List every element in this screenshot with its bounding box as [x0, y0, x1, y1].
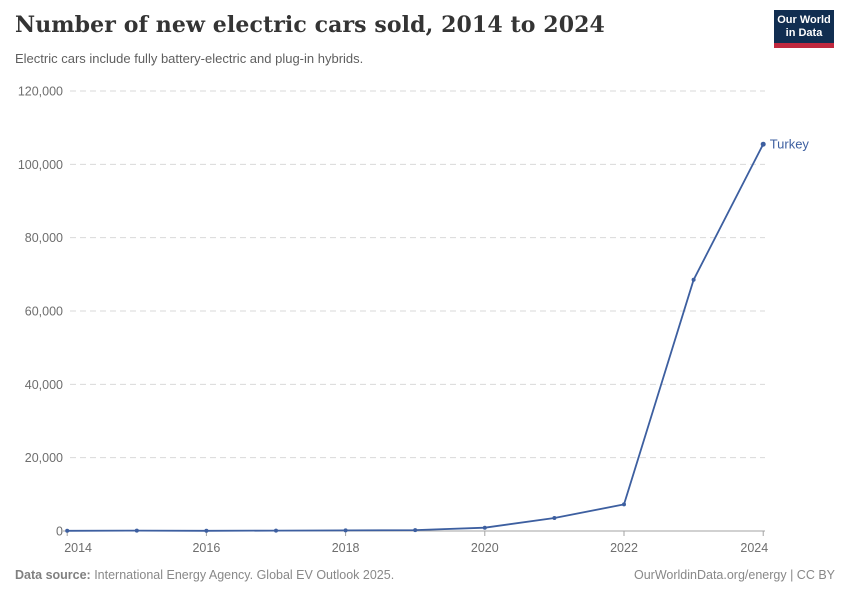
- series-label-turkey: Turkey: [770, 137, 810, 152]
- chart-footer: Data source: International Energy Agency…: [15, 568, 835, 582]
- y-axis-label: 80,000: [25, 231, 63, 245]
- y-axis-label: 120,000: [18, 85, 63, 99]
- data-point: [204, 528, 209, 533]
- y-axis-label: 100,000: [18, 158, 63, 172]
- x-axis-label: 2020: [471, 541, 499, 555]
- owid-logo: Our World in Data: [774, 10, 834, 48]
- x-axis-label: 2018: [332, 541, 360, 555]
- data-point: [482, 525, 487, 530]
- x-axis-label: 2024: [740, 541, 768, 555]
- series-line-turkey: [67, 143, 765, 532]
- x-axis-label: 2022: [610, 541, 638, 555]
- x-axis-label: 2014: [64, 541, 92, 555]
- data-point: [274, 528, 278, 533]
- data-point: [65, 528, 70, 533]
- owid-logo-line1: Our World: [777, 14, 831, 26]
- y-axis-label: 60,000: [25, 305, 63, 319]
- y-axis-label: 0: [56, 525, 63, 539]
- data-point: [691, 277, 696, 282]
- data-source: Data source: International Energy Agency…: [15, 568, 394, 582]
- data-source-label: Data source:: [15, 568, 91, 582]
- chart-subtitle: Electric cars include fully battery-elec…: [15, 51, 364, 66]
- data-source-text: International Energy Agency. Global EV O…: [90, 568, 395, 582]
- data-point: [343, 528, 348, 533]
- data-point: [760, 141, 766, 147]
- data-point: [134, 528, 139, 533]
- x-axis-label: 2016: [192, 541, 220, 555]
- data-point: [413, 528, 418, 533]
- line-chart: 0 20,000 40,000 60,000 80,000 100,000 120,000 2…: [18, 85, 810, 556]
- chart-title: Number of new electric cars sold, 2014 t…: [15, 12, 605, 38]
- y-axis-label: 40,000: [25, 378, 63, 392]
- credit-line: OurWorldinData.org/energy | CC BY: [633, 568, 835, 582]
- y-axis-label: 20,000: [25, 451, 63, 465]
- owid-logo-line2: in Data: [785, 27, 823, 39]
- data-point: [622, 502, 626, 507]
- data-point: [552, 516, 557, 520]
